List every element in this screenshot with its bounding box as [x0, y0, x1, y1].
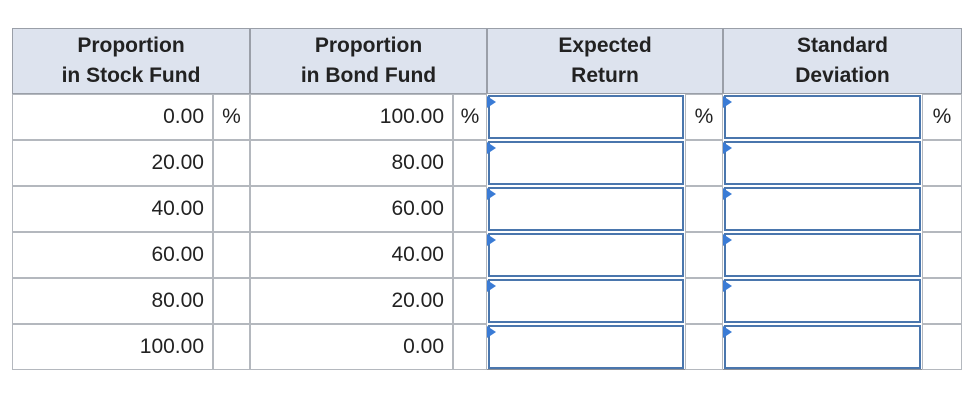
input-marker	[723, 280, 732, 292]
input-marker	[487, 188, 496, 200]
input-marker	[723, 96, 732, 108]
unit-cell	[453, 324, 487, 370]
input-marker	[487, 96, 496, 108]
header-line: Expected	[558, 34, 652, 57]
header-line: Standard	[796, 34, 888, 57]
input-marker	[723, 188, 732, 200]
std-dev-input[interactable]	[724, 95, 921, 139]
unit-cell	[453, 232, 487, 278]
unit-cell	[922, 278, 962, 324]
stock-proportion: 0.00	[12, 94, 213, 140]
unit-cell: %	[685, 94, 723, 140]
input-marker	[723, 326, 732, 338]
unit-cell	[685, 186, 723, 232]
unit-cell	[213, 278, 250, 324]
input-marker	[487, 142, 496, 154]
header-line: Deviation	[795, 64, 890, 87]
unit-cell	[453, 186, 487, 232]
bond-proportion: 80.00	[250, 140, 453, 186]
expected-return-input[interactable]	[488, 233, 684, 277]
header-line: Proportion	[314, 34, 423, 57]
stock-proportion: 40.00	[12, 186, 213, 232]
unit-cell	[453, 140, 487, 186]
unit-cell	[922, 324, 962, 370]
std-dev-input[interactable]	[724, 279, 921, 323]
unit-cell	[453, 278, 487, 324]
unit-cell	[213, 232, 250, 278]
header-line: Proportion	[77, 34, 185, 57]
column-header: Proportion in Stock Fund	[12, 28, 250, 94]
stock-proportion: 60.00	[12, 232, 213, 278]
input-marker	[487, 234, 496, 246]
unit-cell: %	[213, 94, 250, 140]
unit-cell	[685, 232, 723, 278]
stock-proportion: 20.00	[12, 140, 213, 186]
std-dev-input[interactable]	[724, 141, 921, 185]
unit-cell	[213, 324, 250, 370]
std-dev-input[interactable]	[724, 325, 921, 369]
stock-proportion: 100.00	[12, 324, 213, 370]
expected-return-input[interactable]	[488, 95, 684, 139]
unit-cell	[922, 232, 962, 278]
unit-cell	[685, 324, 723, 370]
column-header: Expected Return	[487, 28, 723, 94]
input-marker	[723, 142, 732, 154]
stock-proportion: 80.00	[12, 278, 213, 324]
input-marker	[487, 326, 496, 338]
bond-proportion: 20.00	[250, 278, 453, 324]
column-header: Standard Deviation	[723, 28, 962, 94]
std-dev-input[interactable]	[724, 233, 921, 277]
header-line: Return	[571, 64, 639, 87]
unit-cell	[922, 140, 962, 186]
input-marker	[723, 234, 732, 246]
bond-proportion: 60.00	[250, 186, 453, 232]
unit-cell	[213, 140, 250, 186]
expected-return-input[interactable]	[488, 187, 684, 231]
header-line: in Stock Fund	[61, 64, 201, 87]
bond-proportion: 0.00	[250, 324, 453, 370]
unit-cell	[213, 186, 250, 232]
unit-cell	[685, 140, 723, 186]
bond-proportion: 100.00	[250, 94, 453, 140]
bond-proportion: 40.00	[250, 232, 453, 278]
expected-return-input[interactable]	[488, 325, 684, 369]
unit-cell: %	[453, 94, 487, 140]
unit-cell	[922, 186, 962, 232]
input-marker	[487, 280, 496, 292]
unit-cell	[685, 278, 723, 324]
unit-cell: %	[922, 94, 962, 140]
expected-return-input[interactable]	[488, 279, 684, 323]
header-line: in Bond Fund	[300, 64, 437, 87]
column-header: Proportion in Bond Fund	[250, 28, 487, 94]
std-dev-input[interactable]	[724, 187, 921, 231]
expected-return-input[interactable]	[488, 141, 684, 185]
